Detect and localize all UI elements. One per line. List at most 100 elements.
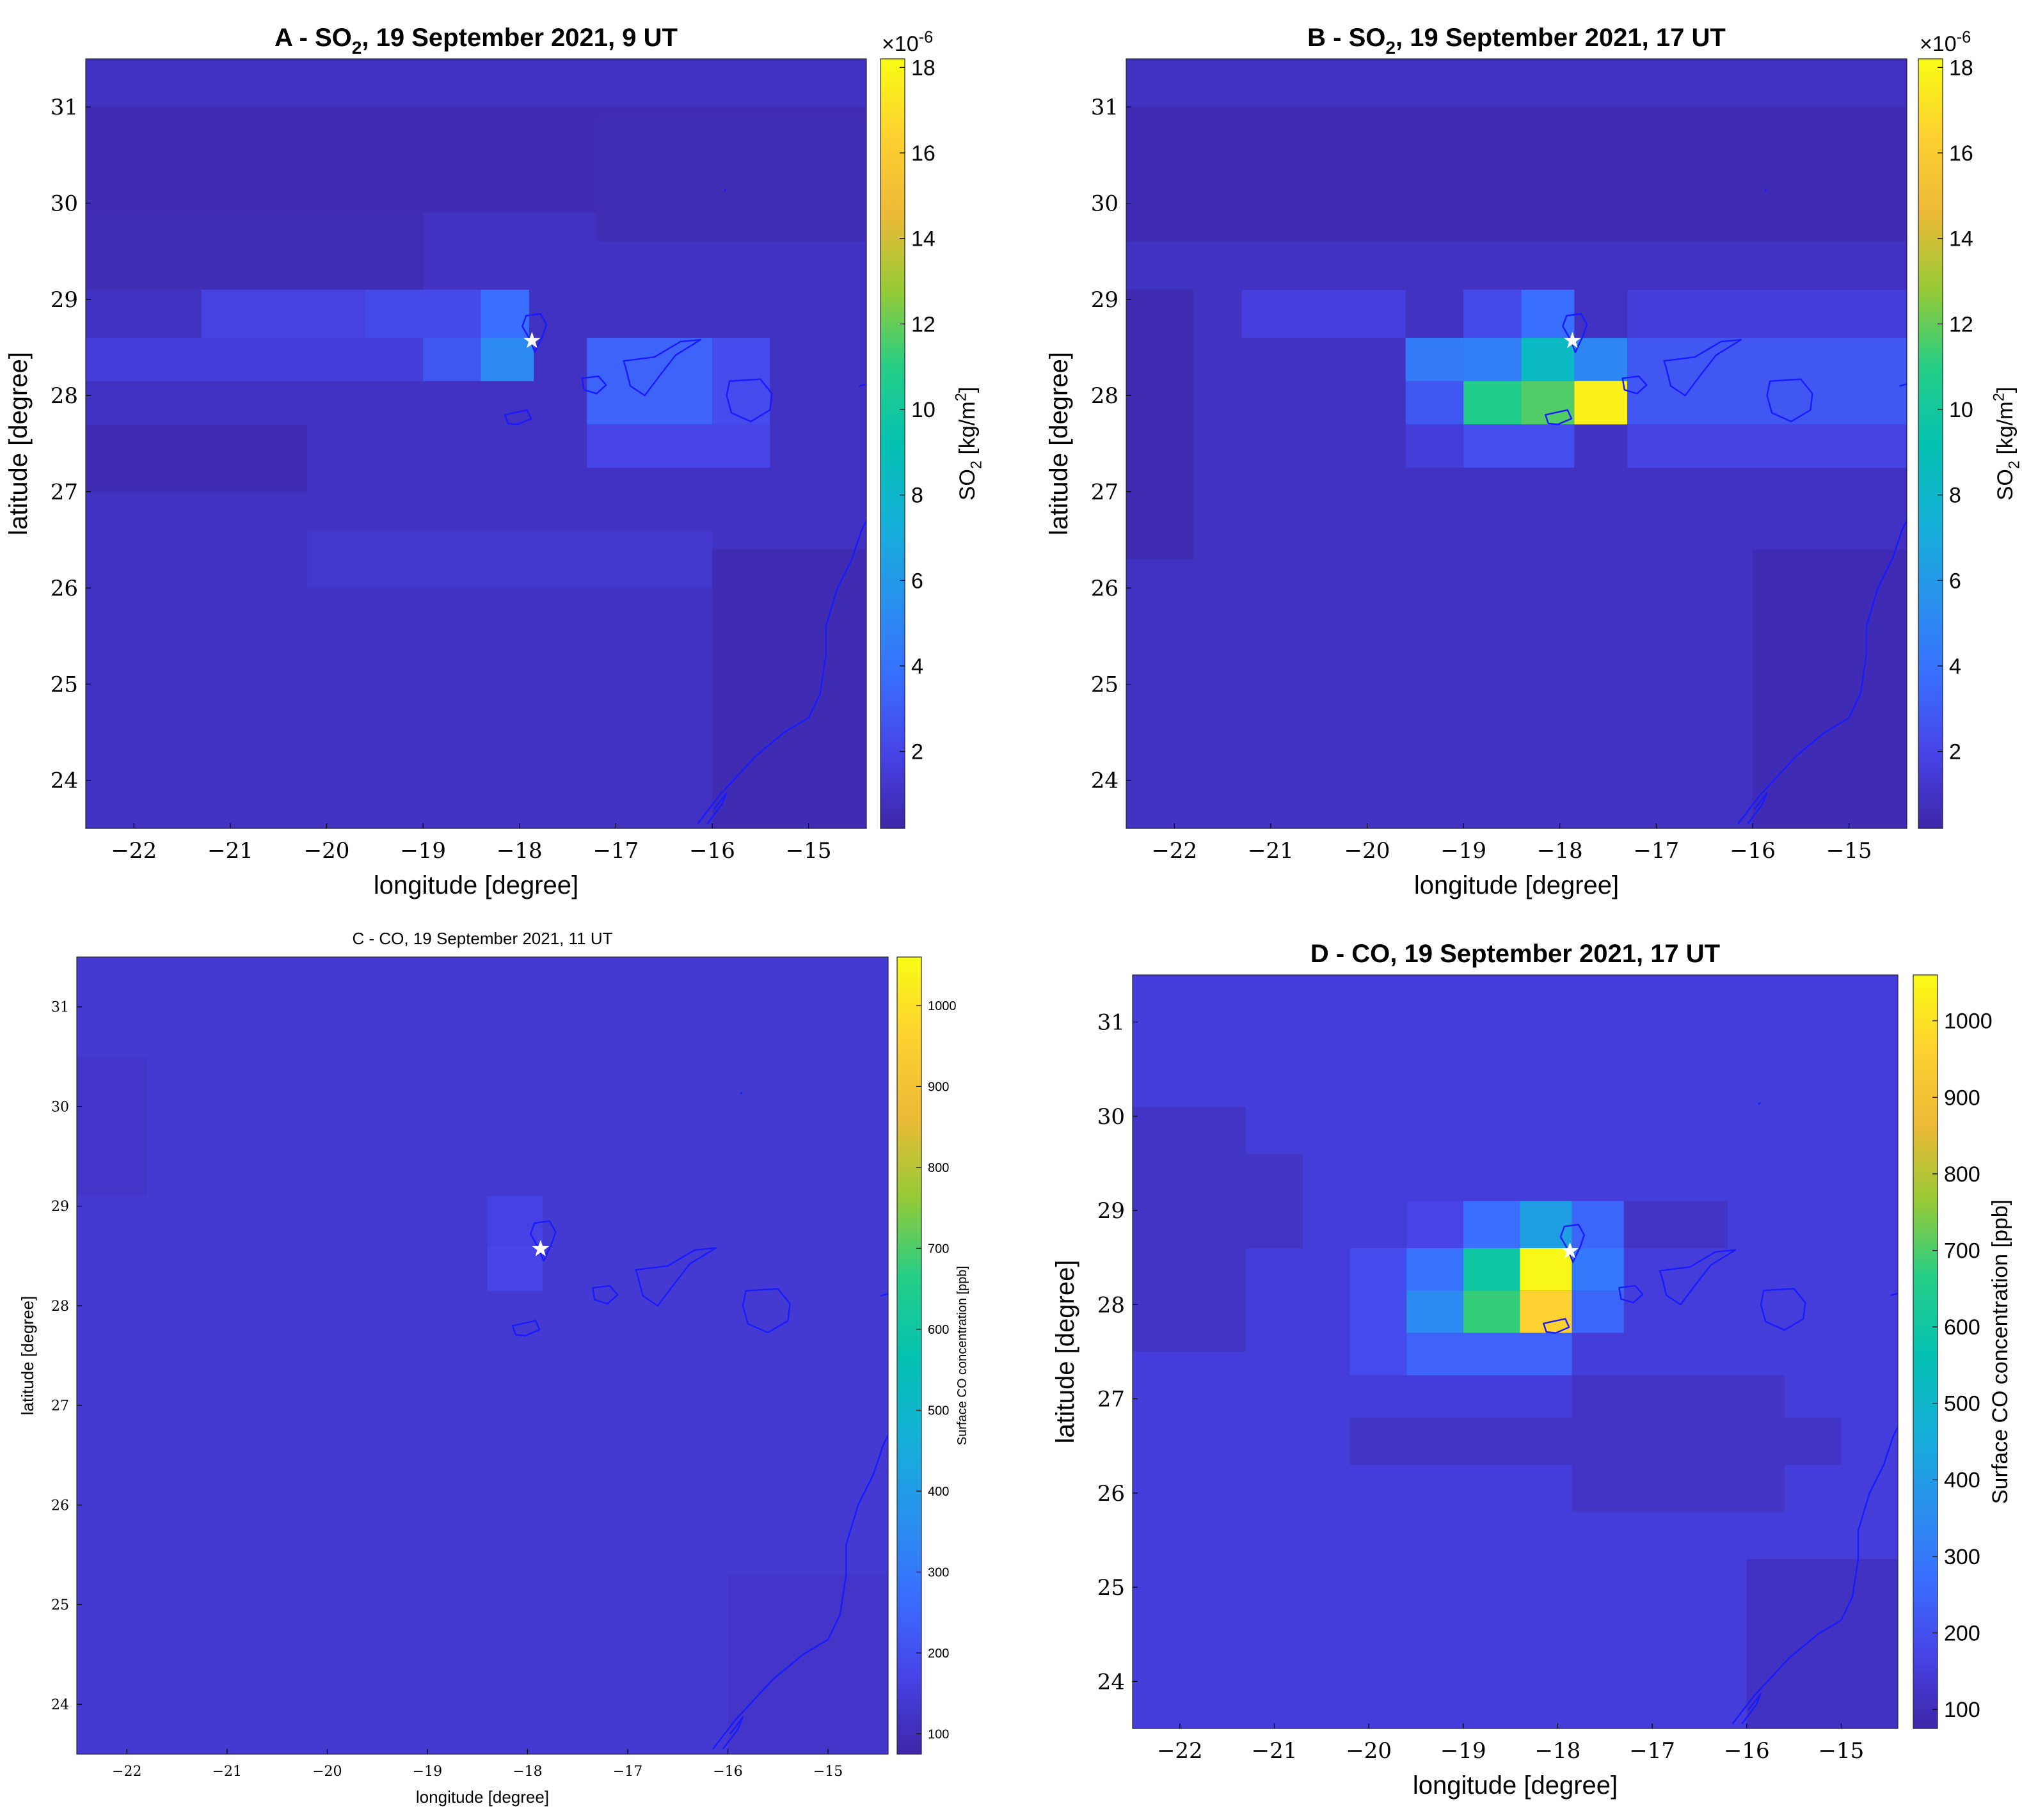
coastline-tenerife [1659, 1249, 1737, 1306]
y-tick-label: 25 [1097, 1575, 1125, 1601]
colorbar-tick-label: 100 [1944, 1698, 1980, 1722]
colorbar-tick-label: 16 [1949, 141, 1973, 166]
plot-area [1133, 975, 1898, 1729]
heatmap-cell [77, 1056, 147, 1196]
heatmap-cell [1406, 1201, 1463, 1249]
heatmap-cell [1241, 289, 1406, 338]
vent-star-marker [523, 331, 541, 348]
coastline-gran-canaria [742, 1288, 791, 1334]
y-axis-label: latitude [degree] [1045, 352, 1073, 535]
heatmap-cell [1405, 338, 1464, 381]
y-tick-label: 25 [51, 1597, 69, 1613]
coastline-fuerteventura [880, 1293, 888, 1297]
colorbar-tick-label: 10 [1949, 398, 1973, 422]
x-tick-label: −21 [207, 838, 253, 864]
x-tick-label: −16 [1724, 1738, 1770, 1764]
y-tick-label: 24 [51, 768, 78, 794]
coastline-gran-canaria [726, 378, 773, 423]
x-tick-label: −22 [1151, 838, 1197, 864]
colorbar-tick-label: 8 [911, 484, 923, 508]
x-tick-label: −19 [1440, 1738, 1486, 1764]
coastline-fuerteventura [1899, 383, 1907, 387]
x-tick-label: −15 [786, 838, 832, 864]
heatmap-cell [1463, 381, 1522, 425]
heatmap-cell [1574, 381, 1628, 425]
vent-star-marker [1561, 1242, 1579, 1258]
x-tick-label: −15 [1826, 838, 1872, 864]
y-axis-label: latitude [degree] [1051, 1260, 1079, 1444]
x-tick-label: −19 [413, 1764, 442, 1780]
heatmap-cell [1405, 381, 1464, 425]
x-tick-label: −17 [1634, 838, 1680, 864]
heatmap-cell [1520, 1201, 1572, 1249]
colorbar-tick-label: 400 [1944, 1468, 1980, 1492]
coastline-dakhla [1741, 1693, 1762, 1725]
heatmap-cell [1572, 1375, 1785, 1512]
panel-a: −22 −21 −20 −19 −18 −17 −16 −152425262728293031… [4, 24, 985, 899]
heatmap-cell [1572, 1201, 1624, 1249]
colorbar-tick-label: 300 [928, 1565, 949, 1579]
colorbar-tick-label: 900 [1944, 1086, 1980, 1110]
colorbar: 2 4 6 8 10 12 14 16 18×10-6 SO2 [kg/m2] [880, 28, 985, 829]
x-tick-label: −19 [1440, 838, 1486, 864]
heatmap-cell [1572, 1290, 1624, 1333]
axes-frame [1132, 974, 1899, 1729]
heatmap-cell [1406, 1290, 1463, 1333]
axes-frame [1126, 58, 1907, 829]
x-tick-label: −20 [1346, 1738, 1392, 1764]
colorbar-tick-label: 900 [928, 1080, 949, 1094]
y-tick-label: 29 [1091, 287, 1119, 313]
colorbar-label: Surface CO concentration [ppb] [1988, 1199, 2012, 1504]
plot-area [77, 957, 888, 1754]
colorbar-tick-label: 500 [1944, 1392, 1980, 1416]
x-tick-label: −22 [111, 838, 157, 864]
x-tick-label: −18 [513, 1764, 542, 1780]
x-tick-label: −17 [593, 838, 639, 864]
colorbar-tick-label: 12 [911, 312, 935, 336]
heatmap-cell [1463, 1290, 1520, 1333]
colorbar-tick-label: 18 [911, 56, 935, 80]
colorbar-exponent: ×10-6 [1920, 28, 1971, 56]
colorbar-tick-label: 2 [911, 740, 923, 764]
y-tick-label: 26 [1091, 576, 1119, 601]
y-tick-label: 31 [1097, 1010, 1125, 1036]
coastline-fuerteventura [859, 383, 866, 387]
coastline-tenerife [1663, 338, 1742, 397]
y-tick-label: 27 [51, 480, 78, 505]
x-tick-label: −18 [497, 838, 543, 864]
colorbar-tick-label: 700 [1944, 1238, 1980, 1263]
vent-star-marker [532, 1240, 550, 1256]
heatmap-cell [1405, 424, 1464, 468]
y-tick-label: 24 [1091, 768, 1119, 794]
coastline-africa-coast [712, 1435, 888, 1750]
colorbar-tick-label: 600 [1944, 1315, 1980, 1340]
heatmap-cell [1126, 107, 1907, 242]
coastline-gran-canaria [1760, 1288, 1806, 1331]
heatmap-cell [1627, 424, 1907, 468]
colorbar-tick-label: 6 [911, 569, 923, 593]
heatmap-cell [1463, 1201, 1520, 1249]
chart-title: D - CO, 19 September 2021, 17 UT [1310, 940, 1720, 968]
colorbar-tick-label: 4 [1949, 654, 1961, 679]
heatmap-cell [1463, 338, 1522, 381]
coastline-madeira-islet [724, 189, 727, 192]
y-axis-label: latitude [degree] [4, 352, 33, 535]
colorbar-label: SO2 [kg/m2] [953, 387, 985, 501]
heatmap-cell [596, 116, 866, 242]
coastline-el-hierro [1543, 1318, 1570, 1334]
x-tick-label: −16 [689, 838, 735, 864]
colorbar-label: Surface CO concentration [ppb] [955, 1266, 969, 1445]
heatmap-cell [1463, 1248, 1520, 1291]
coastline-dakhla [706, 792, 728, 825]
heatmap-cell [1627, 338, 1907, 425]
heatmap-cell [1520, 1290, 1572, 1333]
coastline-africa-coast [1737, 520, 1907, 825]
y-tick-label: 30 [51, 1099, 69, 1115]
colorbar-tick-label: 1000 [1944, 1009, 1993, 1034]
y-tick-label: 28 [51, 1299, 69, 1315]
x-tick-label: −20 [1344, 838, 1390, 864]
y-tick-label: 26 [51, 576, 78, 601]
heatmap-cell [1463, 424, 1575, 468]
plot-area [86, 59, 866, 828]
coastline-la-palma [521, 313, 548, 353]
